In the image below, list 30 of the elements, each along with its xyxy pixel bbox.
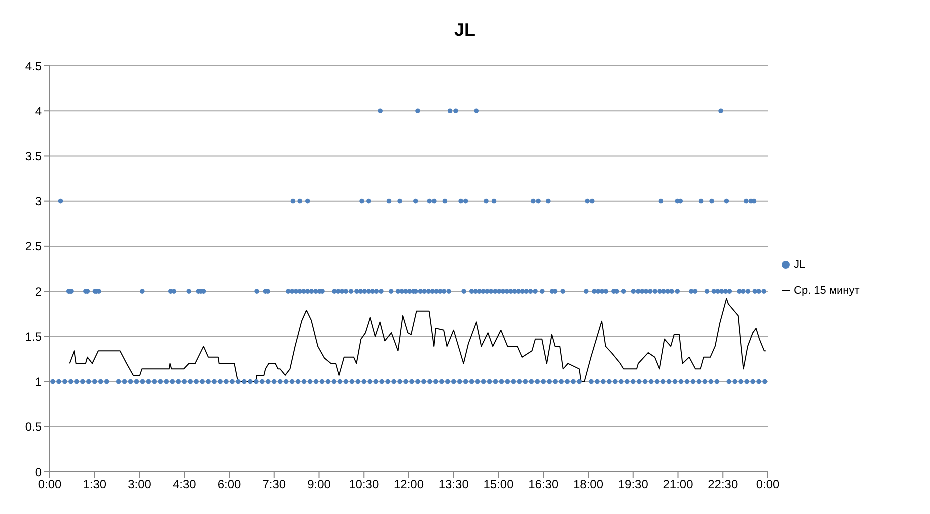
y-tick-label: 2.5 [25,240,42,254]
y-tick-label: 2 [35,284,42,299]
y-tick-label: 4.5 [25,59,42,74]
x-tick-label: 15:00 [484,478,514,492]
y-tick-label: 3.5 [25,149,42,164]
x-tick-label: 6:00 [218,478,242,492]
x-tick-label: 18:00 [573,478,604,492]
x-tick-label: 7:30 [262,478,286,492]
x-tick-label: 10:30 [349,478,380,492]
x-tick-label: 19:30 [618,478,649,492]
x-tick-label: 21:00 [663,478,694,492]
x-tick-label: 1:30 [83,478,107,492]
x-tick-label: 9:00 [308,478,332,492]
x-tick-label: 12:00 [394,478,424,492]
y-tick-label: 0.5 [25,420,42,434]
legend-label: Ср. 15 минут [794,285,860,297]
x-tick-label: 22:30 [708,478,738,492]
x-tick-label: 3:00 [128,478,152,492]
y-tick-label: 3 [35,194,42,209]
x-tick-label: 4:30 [172,478,197,492]
legend-label: JL [794,259,806,271]
x-tick-label: 0:00 [38,478,62,492]
x-tick-label: 16:30 [528,478,559,492]
y-tick-label: 0 [35,465,42,480]
chart-title: JL [453,19,476,42]
x-tick-label: 0:00 [756,478,780,492]
x-tick-label: 13:30 [438,478,470,492]
y-tick-label: 4 [35,104,42,118]
y-tick-label: 1.5 [25,330,42,344]
y-tick-label: 1 [35,375,42,390]
